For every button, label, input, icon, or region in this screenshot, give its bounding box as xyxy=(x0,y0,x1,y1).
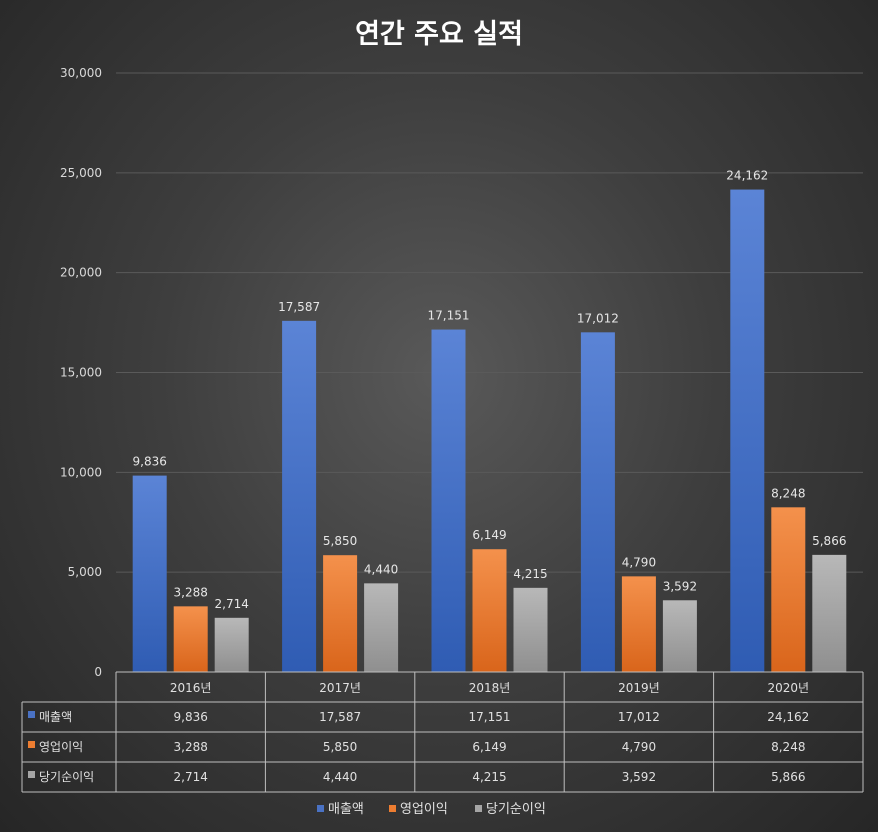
legend-swatch xyxy=(475,805,482,812)
data-labels: 9,836 3,288 2,714 17,587 5,850 4,440 17,151 6,1… xyxy=(133,169,847,611)
bar xyxy=(621,576,656,672)
bar xyxy=(513,587,548,672)
table-cell: 8,248 xyxy=(771,740,805,754)
data-label: 5,850 xyxy=(323,534,357,548)
legend-label: 영업이익 xyxy=(400,802,448,817)
table-header-cell: 2016년 xyxy=(170,681,212,695)
y-tick-label: 10,000 xyxy=(60,465,102,479)
table-header-cell: 2018년 xyxy=(469,681,511,695)
bar xyxy=(730,189,765,672)
data-label: 4,790 xyxy=(622,555,656,569)
legend-label: 당기순이익 xyxy=(486,802,546,817)
y-tick-label: 20,000 xyxy=(60,266,102,280)
bar xyxy=(812,554,847,672)
bar xyxy=(173,606,208,672)
data-label: 8,248 xyxy=(771,486,805,500)
table-cell: 4,790 xyxy=(622,740,656,754)
legend-swatch xyxy=(317,805,324,812)
table-cell: 17,151 xyxy=(469,710,511,724)
y-tick-label: 0 xyxy=(94,665,102,679)
data-label: 17,151 xyxy=(428,309,470,323)
data-label: 24,162 xyxy=(726,169,768,183)
table-cell: 17,012 xyxy=(618,710,660,724)
table-row-label: 영업이익 xyxy=(39,740,83,754)
table-header-cell: 2017년 xyxy=(319,681,361,695)
bar xyxy=(132,475,167,672)
table-cell: 9,836 xyxy=(174,710,208,724)
data-label: 17,587 xyxy=(278,300,320,314)
data-label: 2,714 xyxy=(215,597,249,611)
data-label: 6,149 xyxy=(472,528,506,542)
y-axis: 0 5,000 10,000 15,000 20,000 25,000 30,000 xyxy=(60,66,102,679)
table-header-cell: 2020년 xyxy=(768,681,810,695)
table-cell: 3,592 xyxy=(622,770,656,784)
table-cell: 24,162 xyxy=(767,710,809,724)
table-header-cell: 2019년 xyxy=(618,681,660,695)
table-row-label: 매출액 xyxy=(39,710,72,724)
table-cell: 2,714 xyxy=(174,770,208,784)
bar xyxy=(282,320,317,672)
table-cell: 4,440 xyxy=(323,770,357,784)
legend-key xyxy=(28,741,35,748)
data-label: 17,012 xyxy=(577,311,619,325)
legend-key xyxy=(28,711,35,718)
legend: 매출액 영업이익 당기순이익 xyxy=(317,802,546,817)
table-row-label: 당기순이익 xyxy=(39,770,94,784)
data-label: 4,440 xyxy=(364,562,398,576)
bar xyxy=(771,507,806,672)
bar xyxy=(214,617,249,672)
table-cell: 5,850 xyxy=(323,740,357,754)
data-label: 4,215 xyxy=(513,567,547,581)
legend-label: 매출액 xyxy=(328,802,364,817)
legend-swatch xyxy=(389,805,396,812)
table-cell: 5,866 xyxy=(771,770,805,784)
bar xyxy=(662,600,697,672)
table-cell: 17,587 xyxy=(319,710,361,724)
chart-title: 연간 주요 실적 xyxy=(355,19,523,50)
bar xyxy=(580,332,615,672)
bar xyxy=(472,549,507,672)
bar xyxy=(323,555,358,672)
table-cell: 4,215 xyxy=(472,770,506,784)
table-cell: 6,149 xyxy=(472,740,506,754)
table-cell: 3,288 xyxy=(174,740,208,754)
bars xyxy=(132,189,847,672)
gridlines xyxy=(116,72,863,673)
data-label: 3,288 xyxy=(174,585,208,599)
bar xyxy=(364,583,399,672)
data-label: 5,866 xyxy=(812,534,846,548)
y-tick-label: 15,000 xyxy=(60,366,102,380)
y-tick-label: 5,000 xyxy=(68,565,102,579)
y-tick-label: 25,000 xyxy=(60,166,102,180)
legend-key xyxy=(28,771,35,778)
y-tick-label: 30,000 xyxy=(60,66,102,80)
data-label: 3,592 xyxy=(663,579,697,593)
data-label: 9,836 xyxy=(133,455,167,469)
bar xyxy=(431,329,466,672)
